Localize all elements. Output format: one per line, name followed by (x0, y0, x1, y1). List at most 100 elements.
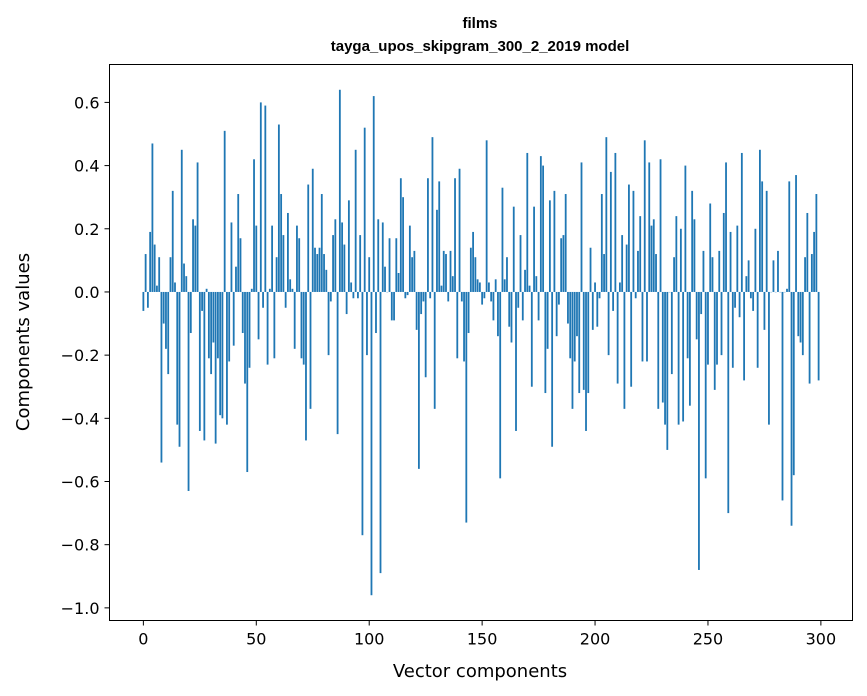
bar (535, 276, 538, 292)
bar (738, 291, 741, 318)
bar (632, 190, 635, 292)
bar (558, 291, 560, 305)
bar (652, 219, 655, 292)
bar (628, 184, 630, 292)
bar (720, 291, 723, 356)
bar (458, 168, 461, 292)
bar (447, 291, 450, 302)
bar (329, 291, 332, 302)
bar (219, 291, 222, 416)
bar (684, 165, 687, 292)
y-tick-label: 0.4 (74, 157, 99, 176)
bar (621, 235, 624, 292)
bar (212, 291, 215, 343)
bar (178, 291, 181, 447)
bar (149, 231, 152, 292)
bar (483, 291, 486, 299)
bar (772, 260, 775, 292)
bar (530, 291, 533, 387)
bar (476, 279, 479, 292)
bar (146, 291, 149, 308)
bar (158, 257, 161, 292)
bar (266, 291, 269, 365)
bar (661, 291, 664, 403)
bar (214, 291, 217, 444)
x-tick-label: 150 (467, 630, 498, 649)
bar (810, 254, 813, 292)
bar (259, 102, 262, 292)
bar (472, 231, 474, 292)
bar (508, 291, 511, 327)
bar (781, 291, 784, 501)
bar (664, 291, 666, 425)
chart-subtitle: tayga_upos_skipgram_300_2_2019 model (331, 38, 630, 55)
bar (756, 291, 759, 368)
bar (347, 200, 350, 292)
bar (176, 291, 179, 425)
bar (562, 235, 565, 292)
bar (469, 247, 472, 292)
bar (659, 159, 662, 292)
bar (417, 291, 420, 469)
bar (264, 105, 267, 292)
bar (704, 291, 707, 479)
y-tick-label: −0.2 (61, 346, 100, 365)
bar (725, 162, 727, 292)
bar (336, 291, 339, 435)
bar (221, 291, 224, 419)
bar (289, 279, 292, 292)
bar (142, 291, 145, 311)
bar (598, 291, 601, 299)
bar (397, 273, 400, 292)
bar (481, 291, 484, 305)
bar (207, 291, 210, 359)
bar (777, 250, 779, 292)
bar (607, 291, 610, 356)
bar (298, 238, 301, 292)
bar (402, 197, 404, 292)
bar (799, 291, 802, 343)
bar (357, 291, 359, 299)
bar (806, 212, 809, 292)
bar (323, 254, 325, 292)
bar (506, 257, 508, 292)
bar (235, 266, 237, 292)
bar (282, 235, 285, 292)
bar (682, 291, 685, 422)
bar (345, 291, 348, 315)
y-tick-label: −0.4 (61, 409, 100, 428)
bar (442, 250, 445, 292)
bar (431, 137, 434, 292)
bar (230, 222, 233, 292)
bar (700, 291, 703, 315)
bar (408, 225, 411, 292)
bar (497, 291, 499, 337)
y-tick-label: 0.2 (74, 220, 99, 239)
bar (639, 216, 642, 292)
bar (790, 291, 793, 526)
bar (526, 152, 529, 292)
bar (277, 124, 280, 292)
bar (334, 219, 337, 292)
bar (490, 291, 493, 302)
bar (582, 291, 585, 390)
bar (533, 206, 535, 292)
bar (309, 291, 312, 409)
y-axis-label: Components values (13, 253, 34, 431)
bar (567, 291, 569, 324)
bar (361, 291, 364, 536)
bar (510, 291, 513, 343)
bar (192, 219, 194, 292)
bar (343, 244, 346, 292)
bar (293, 291, 296, 349)
bar (420, 291, 423, 315)
bar (223, 130, 226, 292)
bar (160, 291, 163, 463)
bar (573, 291, 576, 362)
bar (711, 257, 714, 292)
bar (560, 238, 563, 292)
x-tick-label: 300 (806, 630, 837, 649)
bar (424, 291, 427, 378)
bar (524, 269, 526, 292)
bar (616, 291, 619, 384)
